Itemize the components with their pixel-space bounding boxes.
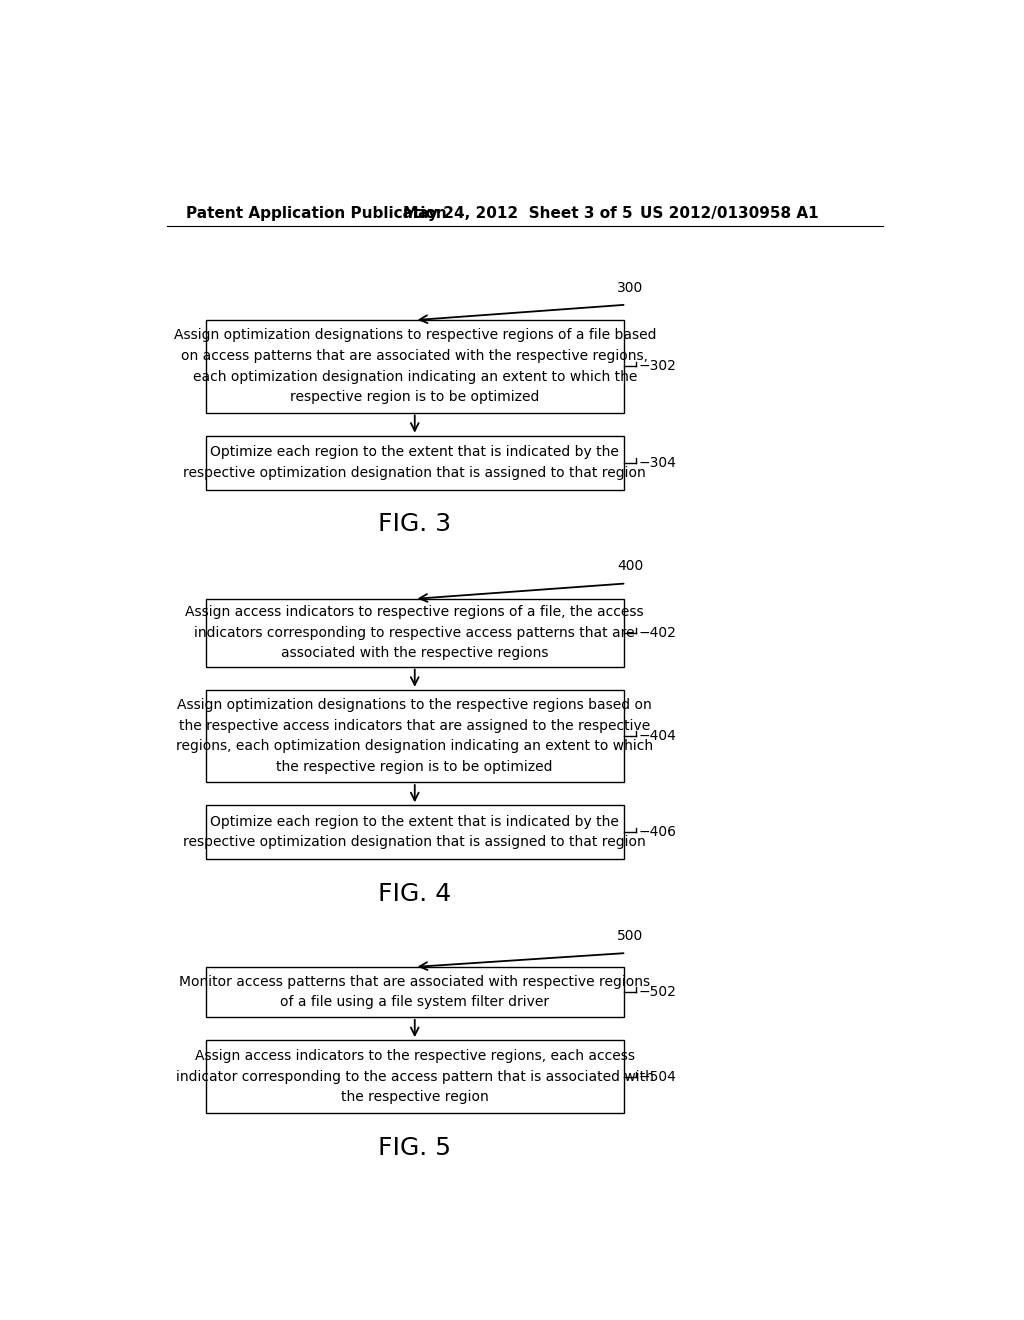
Bar: [206, 966, 624, 1016]
Text: May 24, 2012  Sheet 3 of 5: May 24, 2012 Sheet 3 of 5: [403, 206, 633, 222]
Text: 500: 500: [617, 929, 643, 942]
Text: Assign optimization designations to the respective regions based on
the respecti: Assign optimization designations to the …: [176, 698, 653, 774]
Text: Optimize each region to the extent that is indicated by the
respective optimizat: Optimize each region to the extent that …: [183, 814, 646, 850]
Text: −504: −504: [639, 1069, 677, 1084]
Text: −406: −406: [639, 825, 677, 840]
Text: −402: −402: [639, 626, 677, 640]
Text: Monitor access patterns that are associated with respective regions
of a file us: Monitor access patterns that are associa…: [179, 974, 650, 1010]
Text: US 2012/0130958 A1: US 2012/0130958 A1: [640, 206, 818, 222]
Text: 300: 300: [617, 281, 643, 294]
Text: −302: −302: [639, 359, 677, 374]
Text: Assign optimization designations to respective regions of a file based
on access: Assign optimization designations to resp…: [173, 329, 656, 404]
Text: Optimize each region to the extent that is indicated by the
respective optimizat: Optimize each region to the extent that …: [183, 445, 646, 480]
Bar: [206, 436, 624, 490]
Bar: [206, 321, 624, 412]
Bar: [206, 599, 624, 667]
Text: FIG. 5: FIG. 5: [378, 1135, 452, 1160]
Text: −304: −304: [639, 455, 677, 470]
Bar: [206, 690, 624, 781]
Text: Patent Application Publication: Patent Application Publication: [186, 206, 446, 222]
Text: −502: −502: [639, 985, 677, 999]
Text: FIG. 4: FIG. 4: [378, 882, 452, 906]
Bar: [206, 805, 624, 859]
Text: −404: −404: [639, 729, 677, 743]
Text: 400: 400: [617, 560, 643, 573]
Text: Assign access indicators to respective regions of a file, the access
indicators : Assign access indicators to respective r…: [185, 605, 644, 660]
Text: FIG. 3: FIG. 3: [378, 512, 452, 536]
Text: Assign access indicators to the respective regions, each access
indicator corres: Assign access indicators to the respecti…: [176, 1049, 653, 1105]
Bar: [206, 1040, 624, 1113]
